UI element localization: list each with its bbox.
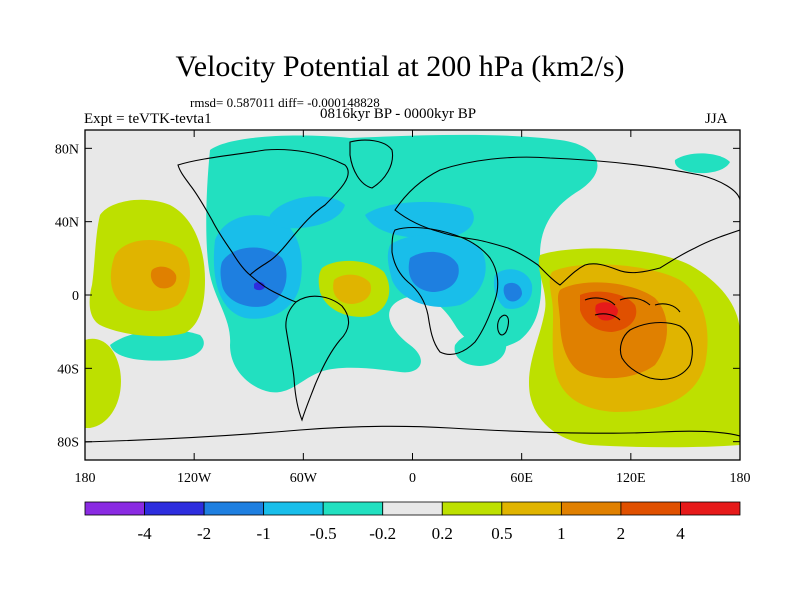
coast-africa [391,226,499,355]
colorbar: -4 -2 -1 -0.5 -0.2 0.2 0.5 1 2 4 [84,501,741,543]
region-cyan-patch-north [674,153,730,174]
y-tick-label: 80N [55,142,79,157]
colorbar-label: 2 [617,524,626,543]
x-tick-label: 180 [730,471,751,486]
y-tick-label: 40N [55,216,79,231]
region-cyan-patch-indian [454,331,507,366]
colorbar-label: 0.5 [491,524,512,543]
y-axis: 80N 40N 0 40S 80S [55,142,740,451]
velocity-potential-field [85,130,740,460]
x-tick-label: 120E [616,471,646,486]
colorbar-swatch [560,501,622,516]
experiment-label: Expt = teVTK-tevta1 [84,111,212,127]
region-blue-africa [408,251,459,292]
coastlines [85,139,740,443]
region-red-core [595,302,618,321]
season-label: JJA [705,111,728,127]
period-label: 0816kyr BP - 0000kyr BP [320,106,477,122]
region-gold-atlantic [333,274,372,304]
x-axis: 180 120W 60W 0 60E 120E 180 [75,130,751,486]
coast-australia [619,321,693,381]
colorbar-label: -2 [197,524,211,543]
region-dark-blue-core [254,281,265,291]
region-orange-pacific [150,266,177,289]
region-blue-indian [503,282,522,302]
region-blue-america [220,247,287,307]
colorbar-swatch [263,501,324,516]
y-tick-label: 40S [57,362,79,377]
colorbar-label: -4 [137,524,152,543]
x-tick-label: 60W [290,471,318,486]
y-tick-label: 80S [57,436,79,451]
x-tick-label: 0 [409,471,416,486]
y-tick-label: 0 [72,289,79,304]
colorbar-swatch [501,501,562,516]
region-cyan-wpacific [110,329,204,361]
coast-eurasia [394,156,740,286]
region-gold-pacific [110,239,190,312]
colorbar-swatch [680,501,741,516]
coast-madagascar [497,314,509,336]
colorbar-label: -1 [257,524,271,543]
colorbar-swatch [322,501,384,516]
x-tick-label: 60E [510,471,533,486]
colorbar-label: 1 [557,524,566,543]
coast-maritime-continent [584,297,681,321]
colorbar-swatch [620,501,681,516]
coast-central-america [249,274,297,303]
stats-label: rmsd= 0.587011 diff= -0.000148828 [190,95,380,110]
colorbar-swatch [382,501,443,516]
coast-south-america [285,295,350,422]
coast-greenland [349,139,394,189]
colorbar-swatch [144,501,205,516]
colorbar-swatch [441,501,503,516]
colorbar-swatch [84,501,145,516]
coast-antarctica [85,425,740,443]
colorbar-label: 4 [676,524,685,543]
x-tick-label: 180 [75,471,96,486]
colorbar-label: -0.5 [310,524,337,543]
colorbar-label: -0.2 [369,524,396,543]
colorbar-label: 0.2 [432,524,453,543]
colorbar-swatch [203,501,265,516]
region-yellow-green-west [85,338,121,428]
page-title: Velocity Potential at 200 hPa (km2/s) [175,50,625,83]
coast-north-america [177,148,349,276]
x-tick-label: 120W [177,471,212,486]
region-light-blue-europe [365,201,474,239]
